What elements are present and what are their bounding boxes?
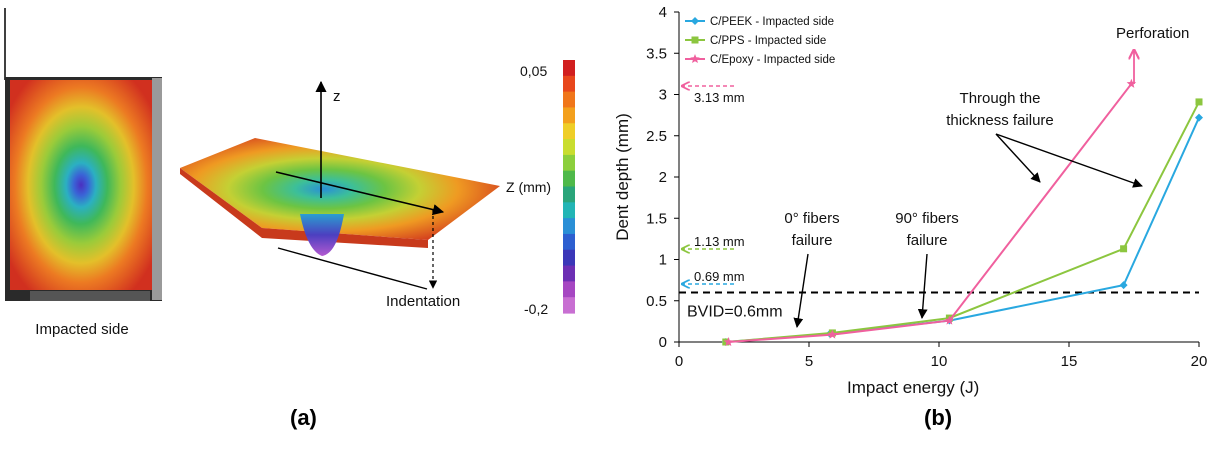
x-tick-label: 15 — [1061, 353, 1078, 370]
legend-marker — [690, 54, 700, 64]
thickness-failure-arrow-1 — [995, 133, 1041, 183]
legend-label: C/Epoxy - Impacted side — [710, 54, 835, 66]
surface-3d — [180, 138, 500, 256]
colorbar-segment — [563, 218, 575, 235]
y-tick-label: 1 — [659, 252, 667, 269]
y-tick-label: 1.5 — [646, 210, 667, 227]
legend-label: C/PPS - Impacted side — [710, 35, 826, 47]
bvid-label: BVID=0.6mm — [687, 304, 783, 321]
colorbar-segment — [563, 60, 575, 77]
peek-dent-label: 0.69 mm — [694, 269, 745, 284]
panel-b-label: (b) — [924, 405, 952, 430]
x-tick-label: 0 — [675, 353, 683, 370]
y-tick-label: 3.5 — [646, 45, 667, 62]
epoxy-dent-label: 3.13 mm — [694, 90, 745, 105]
series-0 — [721, 113, 1203, 346]
legend-label: C/PEEK - Impacted side — [710, 16, 834, 28]
panel-b: 0 5 10 15 20 0 0.5 1 1.5 2 2.5 3 3.5 4 BVID=0.6mm C/P… — [613, 4, 1207, 430]
fibers-90-arrow — [917, 253, 928, 319]
perforation-label: Perforation — [1116, 25, 1189, 42]
panel-a-label: (a) — [290, 405, 317, 430]
colorbar-max-label: 0,05 — [520, 63, 547, 79]
data-point — [1195, 113, 1203, 122]
thickness-failure-label-line2: thickness failure — [946, 112, 1054, 129]
colorbar-segment — [563, 233, 575, 251]
chart-ticks: 0 5 10 15 20 0 0.5 1 1.5 2 2.5 3 3.5 4 — [646, 4, 1207, 370]
legend-marker — [691, 17, 699, 25]
in-plane-arrow — [275, 171, 445, 216]
colorbar-unit-label: Z (mm) — [506, 179, 551, 195]
x-tick-label: 20 — [1191, 353, 1208, 370]
indentation-label: Indentation — [386, 293, 460, 310]
x-tick-label: 5 — [805, 353, 813, 370]
panel-a: Impacted side z Indentation 0,05 Z (mm) … — [4, 8, 575, 430]
series-line — [725, 117, 1200, 343]
specimen-image — [5, 77, 162, 301]
fibers-0-label-line1: 0° fibers — [784, 210, 839, 227]
colorbar-segment — [563, 297, 575, 314]
data-point — [1120, 245, 1128, 253]
y-tick-label: 4 — [659, 4, 667, 21]
z-axis-label: z — [333, 88, 341, 105]
fibers-0-arrow — [793, 253, 809, 328]
chart-legend: C/PEEK - Impacted side C/PPS - Impacted s… — [685, 16, 835, 66]
data-point — [1195, 98, 1203, 106]
series-2 — [723, 78, 1137, 347]
colorbar-segment — [563, 249, 575, 267]
y-tick-label: 3 — [659, 87, 667, 104]
data-point — [723, 337, 734, 347]
data-point — [944, 315, 955, 325]
colorbar-segment — [563, 281, 575, 298]
colorbar-segment — [563, 170, 575, 188]
y-tick-label: 0 — [659, 334, 667, 351]
colorbar-segment — [563, 107, 575, 124]
pps-dent-label: 1.13 mm — [694, 234, 745, 249]
colorbar-segment — [563, 123, 575, 140]
thickness-failure-label-line1: Through the — [960, 90, 1041, 107]
chart-series — [721, 78, 1203, 347]
specimen-label: Impacted side — [35, 321, 128, 338]
colorbar-min-label: -0,2 — [524, 301, 548, 317]
colorbar — [563, 60, 575, 314]
data-point — [1119, 281, 1128, 290]
colorbar-segment — [563, 139, 575, 156]
series-line — [728, 83, 1133, 343]
colorbar-segment — [563, 202, 575, 219]
y-tick-label: 2.5 — [646, 128, 667, 145]
legend-marker — [691, 36, 699, 44]
colorbar-segment — [563, 154, 575, 172]
data-point — [827, 329, 838, 339]
colorbar-segment — [563, 265, 575, 282]
x-tick-label: 10 — [931, 353, 948, 370]
thickness-failure-arrow-2 — [995, 133, 1143, 188]
y-axis-title: Dent depth (mm) — [613, 113, 632, 241]
fibers-0-label-line2: failure — [792, 232, 833, 249]
colorbar-segment — [563, 186, 575, 203]
fibers-90-label-line2: failure — [907, 232, 948, 249]
colorbar-segment — [563, 91, 575, 109]
colorbar-segment — [563, 75, 575, 93]
y-tick-label: 0.5 — [646, 293, 667, 310]
data-point — [1126, 78, 1137, 88]
y-tick-label: 2 — [659, 169, 667, 186]
bvid-reference: BVID=0.6mm — [679, 291, 1199, 321]
fibers-90-label-line1: 90° fibers — [895, 210, 959, 227]
indentation-base-line — [277, 247, 428, 290]
x-axis-title: Impact energy (J) — [847, 378, 979, 397]
